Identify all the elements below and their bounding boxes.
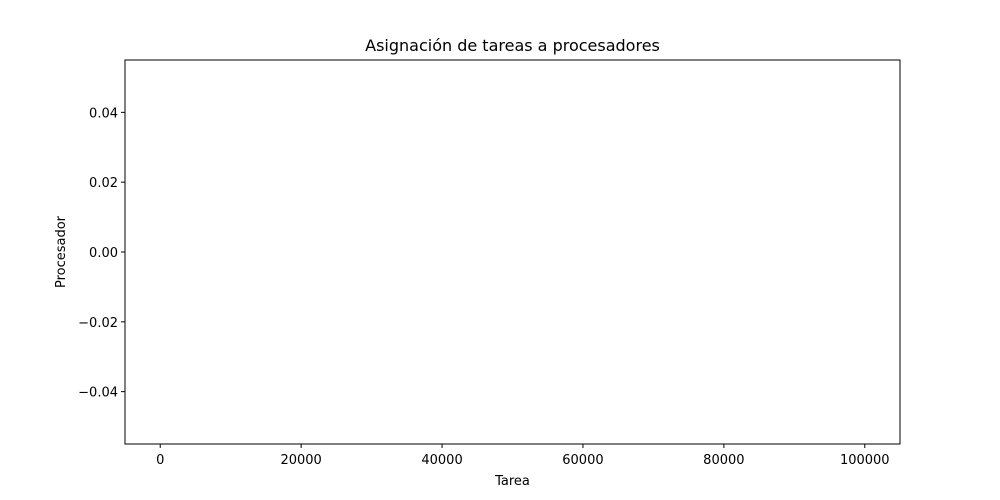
x-tick-label: 100000	[840, 453, 890, 468]
y-axis-label: Procesador	[54, 215, 69, 288]
x-tick-label: 20000	[280, 453, 321, 468]
x-tick-label: 60000	[562, 453, 603, 468]
y-axis: 0.04 0.02 0.00 −0.02 −0.04	[78, 106, 125, 401]
chart-title: Asignación de tareas a procesadores	[365, 36, 660, 55]
y-tick-label: 0.00	[89, 246, 118, 261]
y-tick-label: 0.04	[89, 106, 118, 121]
x-tick-label: 80000	[703, 453, 744, 468]
y-tick-label: −0.04	[78, 386, 118, 401]
y-tick-label: −0.02	[78, 316, 118, 331]
x-tick-label: 0	[156, 453, 164, 468]
y-tick-label: 0.02	[89, 176, 118, 191]
x-axis: 0 20000 40000 60000 80000 100000	[156, 444, 890, 468]
x-tick-label: 40000	[421, 453, 462, 468]
x-axis-label: Tarea	[494, 474, 530, 489]
